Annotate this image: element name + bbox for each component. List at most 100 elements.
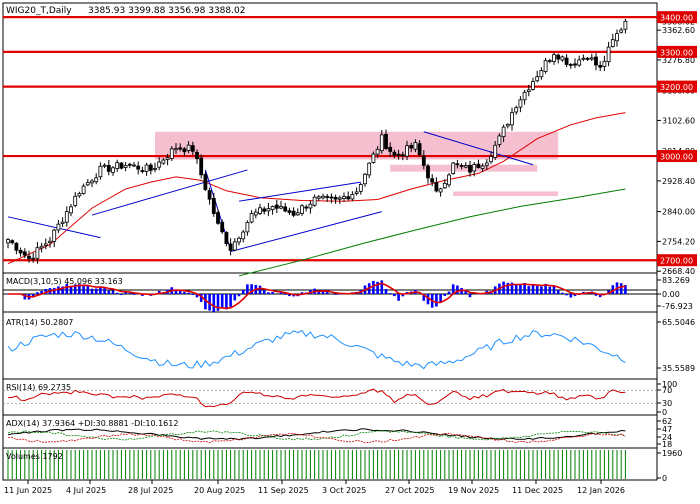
macd-hist-bar <box>112 291 115 294</box>
candle-body <box>477 164 480 167</box>
candle-body <box>32 258 35 259</box>
candle-body <box>170 149 173 159</box>
macd-hist-bar <box>242 290 245 294</box>
macd-hist-bar <box>99 287 102 294</box>
macd-hist-bar <box>397 294 400 301</box>
candle-body <box>548 61 551 62</box>
candle-body <box>343 197 346 199</box>
candle-body <box>107 165 110 171</box>
candle-body <box>536 77 539 81</box>
candle-body <box>401 155 404 156</box>
macd-hist-bar <box>532 285 535 294</box>
indicator-tick-label: 70 <box>662 386 672 395</box>
macd-hist-bar <box>183 292 186 294</box>
candle-body <box>565 58 568 64</box>
candle-body <box>305 207 308 208</box>
candle-body <box>254 212 257 215</box>
candle-body <box>49 241 52 242</box>
candle-body <box>280 206 283 208</box>
adx-label: ADX(14) 37.9364 +DI:30.8881 -DI:10.1612 <box>6 419 178 428</box>
candle-body <box>561 57 564 60</box>
macd-hist-bar <box>448 292 451 294</box>
macd-hist-bar <box>519 285 522 294</box>
candle-body <box>208 190 211 199</box>
candle-body <box>410 145 413 148</box>
symbol-label: WIG20_T,Daily <box>6 6 72 16</box>
macd-hist-bar <box>536 286 539 294</box>
candle-body <box>238 238 241 242</box>
macd-hist-bar <box>225 294 228 309</box>
candle-body <box>448 175 451 185</box>
candle-body <box>44 244 47 246</box>
candle-body <box>326 196 329 197</box>
candle-body <box>137 166 140 169</box>
candle-body <box>133 165 136 166</box>
macd-label: MACD(3,10,5) 45.096 33.163 <box>6 277 123 286</box>
macd-hist-bar <box>515 284 518 294</box>
candle-body <box>439 189 442 192</box>
candle-body <box>569 64 572 65</box>
macd-hist-bar <box>87 286 90 294</box>
time-tick-label: 3 Oct 2025 <box>322 486 366 495</box>
candle-body <box>267 209 270 211</box>
candle-body <box>74 196 77 205</box>
price-tick-label: 2840.00 <box>662 208 695 217</box>
candle-body <box>179 148 182 149</box>
macd-hist-bar <box>187 293 190 294</box>
candle-body <box>464 166 467 168</box>
candle-body <box>380 135 383 151</box>
candle-body <box>99 166 102 176</box>
indicator-tick-label: 0 <box>662 408 667 417</box>
indicator-tick-label: -76.923 <box>662 302 693 311</box>
rsi-label: RSI(14) 69.2735 <box>6 383 71 392</box>
candle-body <box>431 179 434 182</box>
candle-body <box>200 158 203 175</box>
candle-body <box>334 197 337 199</box>
candle-body <box>578 60 581 65</box>
macd-hist-bar <box>57 286 60 294</box>
candle-body <box>250 214 253 222</box>
candle-body <box>456 164 459 165</box>
candle-body <box>82 186 85 193</box>
candle-body <box>372 154 375 162</box>
candle-body <box>595 57 598 65</box>
candle-body <box>183 149 186 152</box>
candle-body <box>443 183 446 187</box>
candle-body <box>91 181 94 183</box>
candle-body <box>187 145 190 150</box>
candle-body <box>141 170 144 171</box>
price-tick-label: 2928.40 <box>662 177 695 186</box>
macd-hist-bar <box>565 294 568 295</box>
candle-body <box>498 136 501 145</box>
candle-body <box>385 134 388 148</box>
candle-body <box>112 168 115 173</box>
macd-hist-bar <box>95 289 98 294</box>
macd-hist-bar <box>444 294 447 296</box>
candle-body <box>620 30 623 32</box>
macd-hist-bar <box>502 282 505 294</box>
time-tick-label: 28 Jul 2025 <box>128 486 173 495</box>
candle-body <box>292 211 295 215</box>
candle-body <box>284 207 287 211</box>
ohlc-label: 3385.93 3399.88 3356.98 3388.02 <box>88 6 245 16</box>
candle-body <box>427 166 430 178</box>
candle-body <box>359 184 362 191</box>
candle-body <box>275 205 278 208</box>
level-label: 3300.00 <box>660 48 693 57</box>
candle-body <box>7 239 10 242</box>
time-tick-label: 19 Nov 2025 <box>448 486 499 495</box>
candle-body <box>574 64 577 65</box>
candle-body <box>586 58 589 59</box>
candle-body <box>212 198 215 213</box>
candle-body <box>175 149 178 150</box>
price-tick-label: 3362.60 <box>662 26 695 35</box>
candle-body <box>263 209 266 211</box>
candle-body <box>217 213 220 224</box>
candle-body <box>422 156 425 165</box>
candle-body <box>28 256 31 258</box>
time-tick-label: 11 Sep 2025 <box>258 486 309 495</box>
indicator-tick-label: 0 <box>662 474 667 483</box>
candle-body <box>233 242 236 250</box>
candle-body <box>611 40 614 47</box>
candle-body <box>624 21 627 29</box>
